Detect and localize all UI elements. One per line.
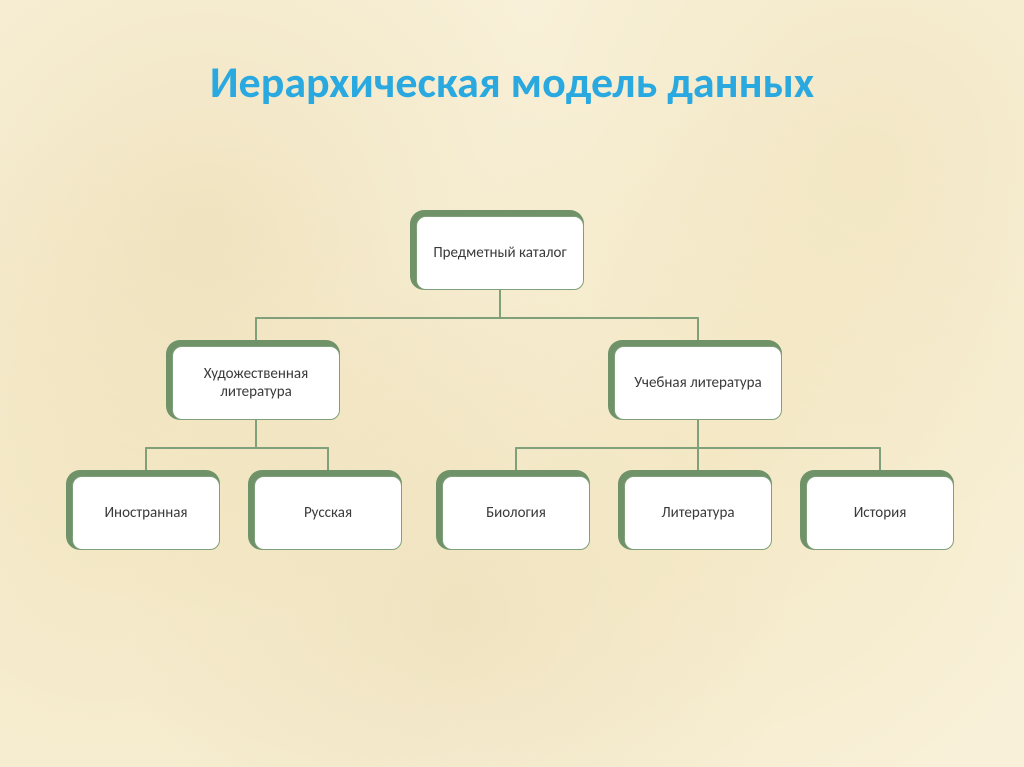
hierarchy-node-edu: Учебная литература	[614, 346, 782, 420]
background-texture	[0, 0, 1024, 767]
hierarchy-node-rus: Русская	[254, 476, 402, 550]
hierarchy-node-fic: Художественная литература	[172, 346, 340, 420]
hierarchy-node-for: Иностранная	[72, 476, 220, 550]
hierarchy-node-root: Предметный каталог	[416, 216, 584, 290]
hierarchy-node-his: История	[806, 476, 954, 550]
page-title: Иерархическая модель данных	[0, 55, 1024, 109]
hierarchy-node-lit: Литература	[624, 476, 772, 550]
hierarchy-node-bio: Биология	[442, 476, 590, 550]
